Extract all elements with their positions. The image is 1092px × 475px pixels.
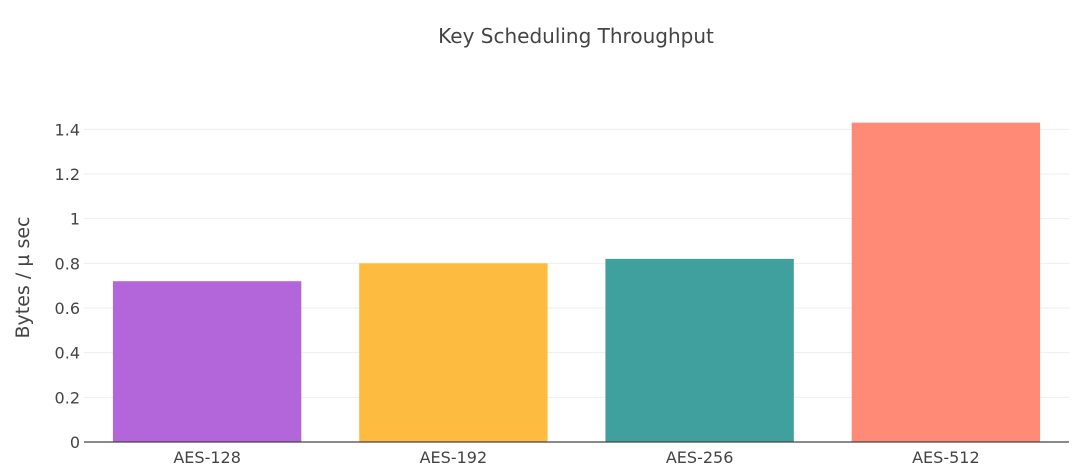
x-tick-label: AES-128 [173,448,241,467]
x-tick-label: AES-256 [666,448,734,467]
x-tick-label: AES-192 [420,448,488,467]
bar-aes-192[interactable] [359,263,548,442]
x-tick-label: AES-512 [912,448,980,467]
y-tick-label: 0 [70,433,80,452]
y-tick-label: 1.2 [55,165,80,184]
bars [112,122,1041,442]
bar-aes-512[interactable] [851,122,1041,442]
y-axis-label: Bytes / µ sec [12,217,34,339]
y-tick-label: 0.4 [55,344,80,363]
bar-aes-256[interactable] [605,258,794,442]
chart-title: Key Scheduling Throughput [438,24,714,48]
y-tick-label: 0.8 [55,254,80,273]
y-tick-label: 1.4 [55,120,80,139]
bar-aes-128[interactable] [112,281,302,442]
y-tick-labels: 0 0.2 0.4 0.6 0.8 1 1.2 1.4 [55,120,80,452]
y-tick-label: 1 [70,210,80,229]
y-tick-label: 0.2 [55,388,80,407]
x-tick-labels: AES-128 AES-192 AES-256 AES-512 [173,448,979,467]
y-tick-label: 0.6 [55,299,80,318]
